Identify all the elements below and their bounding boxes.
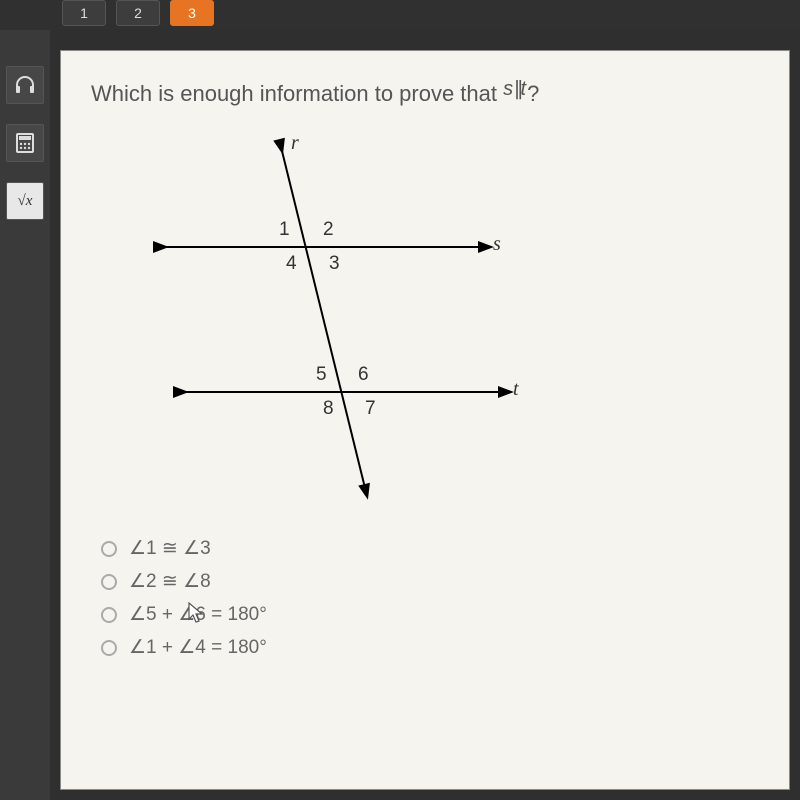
angle-7: 7 [365, 398, 376, 420]
calculator-svg [14, 132, 36, 154]
option-a-text: ∠1 ≅ ∠3 [129, 537, 211, 560]
option-c[interactable]: ∠5 + ∠6 = 180° [101, 603, 759, 626]
angle-8: 8 [323, 398, 334, 420]
sidebar: √x [0, 30, 50, 800]
parallel-lines-diagram: r s t 1 2 3 4 5 6 7 8 [131, 137, 551, 507]
radio-icon [101, 640, 117, 656]
question-suffix: ? [527, 81, 539, 106]
math-t: t [521, 78, 528, 100]
question-math: s||t [503, 78, 527, 100]
label-s: s [493, 233, 501, 256]
sqrt-tool-button[interactable]: √x [6, 182, 44, 220]
radio-icon [101, 607, 117, 623]
headphones-icon[interactable] [6, 66, 44, 104]
option-b[interactable]: ∠2 ≅ ∠8 [101, 570, 759, 593]
angle-6: 6 [358, 364, 369, 386]
main: √x Which is enough information to prove … [0, 30, 800, 800]
headphones-svg [13, 73, 37, 97]
label-r: r [291, 132, 299, 155]
tab-1[interactable]: 1 [62, 0, 106, 26]
answer-options: ∠1 ≅ ∠3 ∠2 ≅ ∠8 ∠5 + ∠6 = 180° ∠1 + ∠4 =… [101, 537, 759, 659]
option-d-text: ∠1 + ∠4 = 180° [129, 636, 267, 659]
angle-3: 3 [329, 253, 340, 275]
radio-icon [101, 541, 117, 557]
question-text: Which is enough information to prove tha… [91, 81, 759, 107]
angle-1: 1 [279, 219, 290, 241]
angle-4: 4 [286, 253, 297, 275]
option-d[interactable]: ∠1 + ∠4 = 180° [101, 636, 759, 659]
question-nav-tabs: 1 2 3 [0, 0, 800, 30]
option-c-text: ∠5 + ∠6 = 180° [129, 603, 267, 626]
tab-3[interactable]: 3 [170, 0, 214, 26]
calculator-icon[interactable] [6, 124, 44, 162]
label-t: t [513, 378, 519, 401]
angle-2: 2 [323, 219, 334, 241]
tab-2[interactable]: 2 [116, 0, 160, 26]
radio-icon [101, 574, 117, 590]
math-s: s [503, 78, 514, 100]
question-prefix: Which is enough information to prove tha… [91, 81, 503, 106]
content-panel: Which is enough information to prove tha… [60, 50, 790, 790]
diagram-svg [131, 137, 551, 507]
option-a[interactable]: ∠1 ≅ ∠3 [101, 537, 759, 560]
angle-5: 5 [316, 364, 327, 386]
option-b-text: ∠2 ≅ ∠8 [129, 570, 211, 593]
